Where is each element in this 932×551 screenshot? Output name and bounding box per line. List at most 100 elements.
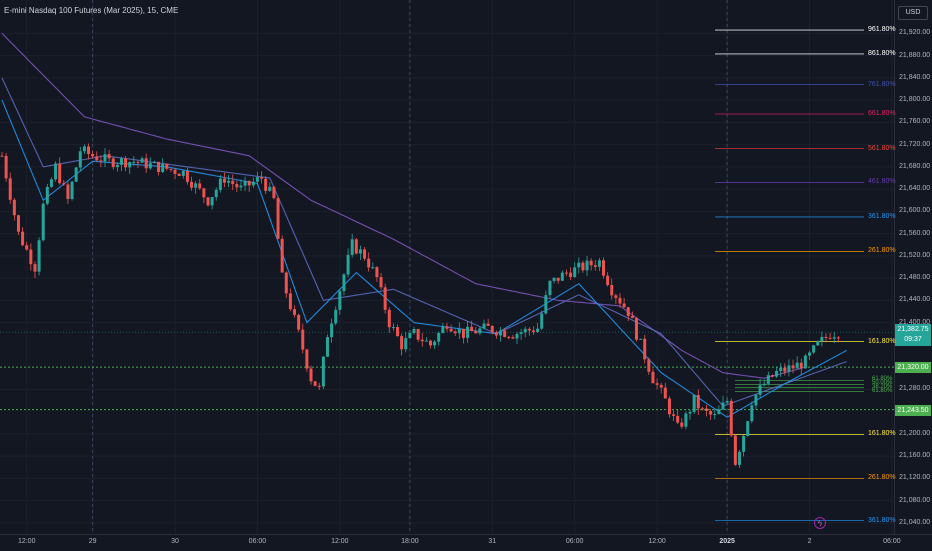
time-axis-label: 12:00 xyxy=(648,538,666,545)
candle-body xyxy=(82,146,86,152)
candle-body xyxy=(235,184,239,188)
candle-body xyxy=(713,414,717,416)
candle-body xyxy=(136,161,140,163)
currency-button[interactable]: USD xyxy=(898,6,928,20)
candle-body xyxy=(721,402,725,410)
candle-body xyxy=(474,331,478,334)
candle-body xyxy=(280,238,284,273)
time-axis[interactable] xyxy=(0,534,932,551)
candle-body xyxy=(148,163,152,169)
candle-body xyxy=(363,249,367,259)
candle-body xyxy=(12,199,16,216)
candle-body xyxy=(132,161,136,163)
candle-body xyxy=(128,162,132,168)
candle-body xyxy=(803,355,807,369)
candle-body xyxy=(400,336,404,350)
candle-body xyxy=(260,177,264,179)
time-axis-label: 12:00 xyxy=(17,538,36,545)
candle-body xyxy=(91,153,95,157)
candle-body xyxy=(544,295,548,314)
candle-body xyxy=(437,332,441,342)
candle-body xyxy=(58,163,62,184)
price-tick-label: 21,920.00 xyxy=(899,29,931,37)
candle-body xyxy=(210,197,214,206)
price-tick-label: 21,280.00 xyxy=(899,385,931,393)
candle-body xyxy=(276,198,280,239)
fib-level-label: 561.80% xyxy=(868,144,896,152)
candle-body xyxy=(124,158,128,168)
candle-body xyxy=(700,408,704,410)
candle-body xyxy=(540,313,544,329)
candle-body xyxy=(486,323,490,326)
symbol-title[interactable]: E-mini Nasdaq 100 Futures (Mar 2025), 15… xyxy=(4,6,179,15)
price-chart[interactable] xyxy=(0,0,932,534)
candle-body xyxy=(62,183,66,185)
candle-body xyxy=(622,303,626,308)
fib-level-label: 861.80% xyxy=(868,49,896,57)
candle-body xyxy=(634,318,638,340)
fib-level-label: 161.80% xyxy=(868,337,896,345)
candle-body xyxy=(387,309,391,328)
candle-body xyxy=(350,239,354,255)
candle-body xyxy=(737,451,741,465)
candle-body xyxy=(680,422,684,427)
current-price-tag: 21,382.75 09:37 xyxy=(895,324,931,347)
candle-body xyxy=(490,325,494,333)
candle-body xyxy=(317,385,321,387)
candle-body xyxy=(190,181,194,188)
price-tick-label: 21,720.00 xyxy=(899,140,931,148)
moving-average-line xyxy=(1,33,806,379)
candle-body xyxy=(602,260,606,276)
fib-level-label: 661.80% xyxy=(868,110,896,118)
time-axis-label: 30 xyxy=(171,538,179,545)
candle-body xyxy=(194,183,198,188)
candle-body xyxy=(816,341,820,346)
candle-body xyxy=(536,328,540,333)
candle-body xyxy=(709,410,713,415)
candle-body xyxy=(808,352,812,356)
candle-body xyxy=(762,383,766,386)
candle-body xyxy=(428,340,432,346)
candle-body xyxy=(391,327,395,329)
candle-body xyxy=(581,262,585,271)
candle-body xyxy=(375,267,379,278)
candle-body xyxy=(37,240,41,272)
price-tick-label: 21,480.00 xyxy=(899,274,931,282)
candle-body xyxy=(321,356,325,387)
candle-body xyxy=(684,413,688,427)
candle-body xyxy=(206,197,210,206)
candle-body xyxy=(433,341,437,346)
lightning-icon[interactable]: ϟ xyxy=(814,517,826,529)
fib-level-label: 38.20% xyxy=(872,383,893,390)
price-tick-label: 21,400.00 xyxy=(899,318,931,326)
candle-body xyxy=(445,326,449,329)
time-axis-label: 06:00 xyxy=(248,538,267,545)
fib-level-label: 161.80% xyxy=(868,430,896,438)
fib-level-label: 50.00% xyxy=(872,380,893,387)
candle-body xyxy=(49,179,53,187)
candle-body xyxy=(754,394,758,406)
level-price-tag: 21,320.00 xyxy=(895,362,931,374)
time-axis-label: 2 xyxy=(807,538,812,545)
fib-level-label: 361.80% xyxy=(868,516,896,524)
candle-body xyxy=(597,260,601,267)
candle-body xyxy=(338,291,342,310)
candle-body xyxy=(639,338,643,340)
fib-level-label: 761.80% xyxy=(868,80,896,88)
candle-body xyxy=(564,272,568,274)
candle-body xyxy=(758,385,762,395)
candle-body xyxy=(29,249,33,265)
candle-body xyxy=(494,332,498,336)
candle-body xyxy=(676,415,680,423)
candle-body xyxy=(107,154,111,159)
price-axis[interactable] xyxy=(894,0,932,534)
fib-level-label: 61.80% xyxy=(872,376,893,383)
candle-body xyxy=(766,375,770,384)
candle-body xyxy=(181,170,185,176)
candle-body xyxy=(791,365,795,369)
candle-body xyxy=(470,326,474,332)
candle-body xyxy=(593,265,597,267)
candle-body xyxy=(692,394,696,412)
candle-body xyxy=(626,307,630,316)
candle-body xyxy=(725,400,729,403)
